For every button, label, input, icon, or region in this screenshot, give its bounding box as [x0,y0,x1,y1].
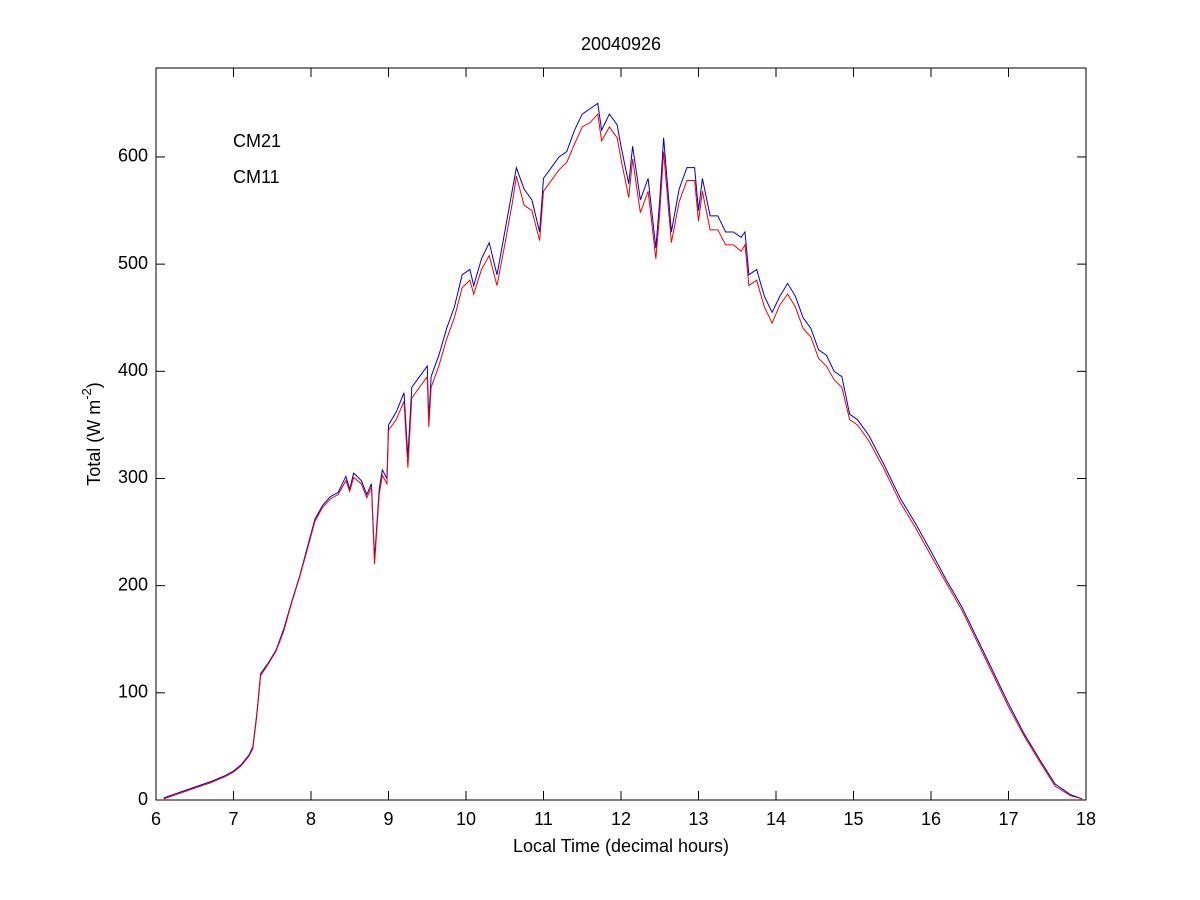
legend-entry: CM11 [233,167,280,187]
y-tick-label: 200 [118,574,148,594]
y-axis-label: Total (W m-2) [79,382,103,486]
chart-title: 20040926 [581,34,661,54]
y-tick-label: 500 [118,253,148,273]
legend-entry: CM21 [233,131,281,151]
y-label-tail: ) [84,382,104,388]
y-label-text: Total (W m [84,400,104,486]
x-tick-label: 14 [766,809,786,829]
x-tick-label: 8 [306,809,316,829]
x-tick-label: 15 [843,809,863,829]
x-tick-label: 9 [383,809,393,829]
x-axis-label: Local Time (decimal hours) [513,836,729,856]
y-tick-label: 300 [118,467,148,487]
x-tick-label: 7 [228,809,238,829]
x-tick-label: 16 [921,809,941,829]
x-tick-label: 17 [998,809,1018,829]
y-tick-label: 400 [118,360,148,380]
plot-area [155,67,1087,801]
x-tick-label: 18 [1076,809,1096,829]
x-tick-label: 12 [611,809,631,829]
y-label-exponent: -2 [79,388,94,400]
x-tick-label: 6 [151,809,161,829]
x-tick-label: 11 [534,809,553,829]
y-tick-label: 100 [118,682,148,702]
data-line [163,102,1083,800]
x-tick-label: 10 [456,809,476,829]
y-tick-label: 0 [138,789,148,809]
y-tick-label: 600 [118,146,148,166]
x-tick-label: 13 [688,809,708,829]
data-line [163,112,1083,800]
